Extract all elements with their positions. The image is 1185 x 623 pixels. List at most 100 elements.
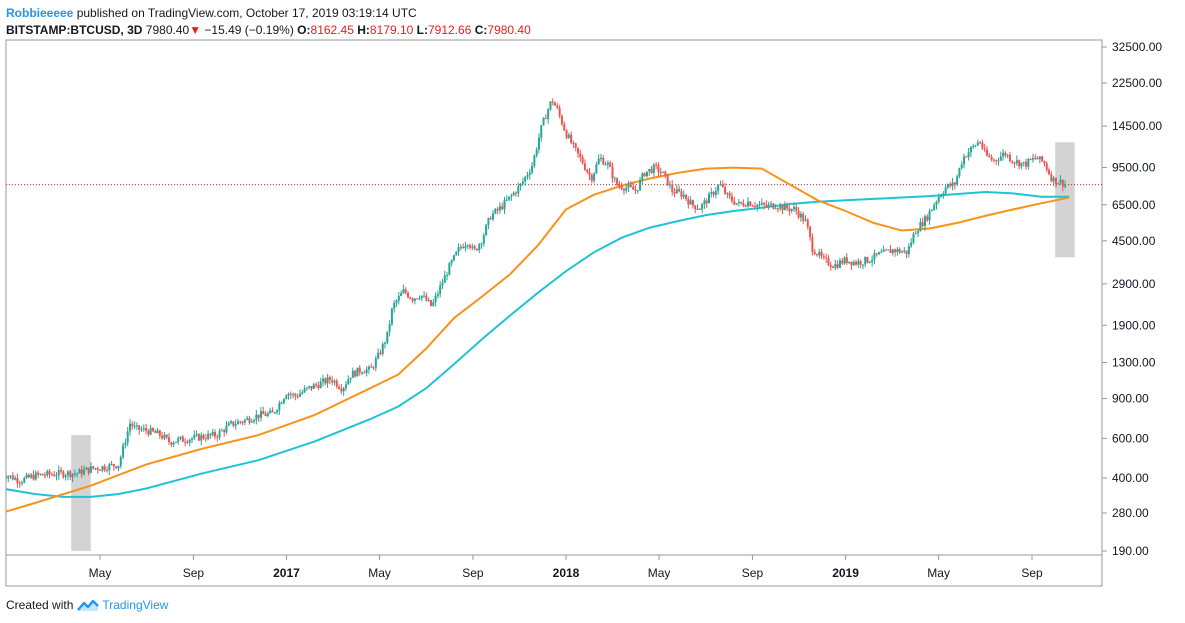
- candle-up: [923, 216, 926, 226]
- candle-down: [145, 428, 148, 431]
- candle-up: [191, 438, 194, 440]
- candle-down: [609, 162, 612, 167]
- close-label: C:: [474, 23, 488, 37]
- candle-down: [248, 418, 251, 423]
- candle-up: [149, 427, 152, 435]
- candle-up: [714, 191, 717, 195]
- x-tick-label: Sep: [183, 566, 205, 580]
- candle-up: [188, 439, 191, 443]
- price-chart[interactable]: 32500.00 22500.00 14500.00 9500.00 6500.00 45…: [0, 0, 1185, 590]
- candle-up: [675, 189, 678, 194]
- candle-up: [101, 466, 104, 471]
- candle-down: [889, 249, 892, 254]
- candle-down: [986, 149, 989, 156]
- candle-up: [871, 259, 874, 262]
- candle-down: [809, 226, 812, 238]
- candle-up: [756, 204, 759, 207]
- candle-down: [620, 185, 623, 189]
- candle-down: [324, 378, 327, 384]
- candle-down: [411, 298, 414, 301]
- candle-up: [480, 243, 483, 245]
- candle-up: [395, 300, 398, 303]
- candle-up: [25, 474, 28, 478]
- candle-up: [912, 234, 915, 243]
- candle-up: [450, 260, 453, 264]
- candle-down: [659, 172, 662, 174]
- candle-down: [92, 466, 95, 469]
- candle-up: [597, 158, 600, 165]
- candle-up: [89, 466, 92, 473]
- candle-up: [593, 173, 596, 181]
- price-change: −15.49 (−0.19%): [204, 23, 294, 37]
- candle-down: [289, 393, 292, 395]
- candle-down: [501, 206, 504, 210]
- candle-up: [218, 430, 221, 438]
- candle-up: [71, 473, 74, 478]
- highlight-box: [71, 435, 91, 551]
- candle-down: [921, 222, 924, 226]
- candle-down: [429, 300, 432, 306]
- y-tick-label: 14500.00: [1112, 119, 1162, 133]
- candle-up: [887, 249, 890, 251]
- x-tick-label: May: [648, 566, 671, 580]
- candle-up: [9, 475, 12, 477]
- candle-up: [439, 285, 442, 294]
- candle-down: [257, 414, 260, 418]
- candle-up: [861, 264, 864, 266]
- candle-down: [1029, 158, 1032, 160]
- candle-up: [464, 245, 467, 249]
- candle-up: [452, 255, 455, 261]
- down-arrow-icon: ▼: [189, 23, 202, 37]
- candle-up: [937, 196, 940, 202]
- candle-down: [170, 442, 173, 445]
- candle-down: [634, 189, 637, 191]
- candle-down: [765, 204, 768, 207]
- candle-up: [933, 205, 936, 210]
- candle-up: [195, 434, 198, 436]
- candle-up: [448, 263, 451, 275]
- candle-down: [181, 436, 184, 442]
- candle-down: [616, 178, 619, 185]
- candle-down: [776, 208, 779, 210]
- candle-down: [87, 467, 90, 473]
- candle-down: [131, 423, 134, 427]
- candle-up: [482, 235, 485, 244]
- candle-up: [246, 418, 249, 420]
- candle-up: [1020, 162, 1023, 167]
- candle-up: [287, 393, 290, 396]
- candle-up: [14, 477, 17, 480]
- candle-up: [443, 275, 446, 283]
- candle-down: [404, 289, 407, 293]
- candle-up: [278, 402, 281, 411]
- candle-up: [128, 423, 131, 432]
- candle-up: [542, 118, 545, 126]
- candle-up: [420, 295, 423, 299]
- candle-down: [99, 469, 102, 471]
- candle-down: [822, 256, 825, 258]
- y-tick-label: 6500.00: [1112, 198, 1156, 212]
- candle-up: [20, 482, 23, 484]
- candle-down: [202, 435, 205, 439]
- candle-up: [356, 367, 359, 377]
- candle-down: [1025, 161, 1028, 167]
- candle-down: [673, 191, 676, 194]
- high-value: 8179.10: [369, 23, 414, 37]
- candle-down: [953, 182, 956, 185]
- candle-up: [478, 244, 481, 251]
- candle-up: [269, 410, 272, 414]
- candle-up: [326, 377, 329, 384]
- close-value: 7980.40: [487, 23, 531, 37]
- candle-down: [1041, 156, 1044, 162]
- candle-up: [625, 187, 628, 191]
- candle-up: [528, 172, 531, 176]
- candle-up: [770, 203, 773, 205]
- candle-up: [1002, 152, 1005, 157]
- tradingview-link[interactable]: TradingView: [102, 598, 169, 612]
- candle-down: [859, 261, 862, 265]
- candle-down: [1061, 179, 1064, 187]
- candle-down: [687, 198, 690, 205]
- candle-up: [413, 298, 416, 301]
- y-tick-label: 22500.00: [1112, 76, 1162, 90]
- author-link[interactable]: Robbieeeee: [6, 6, 74, 20]
- candle-up: [85, 467, 88, 470]
